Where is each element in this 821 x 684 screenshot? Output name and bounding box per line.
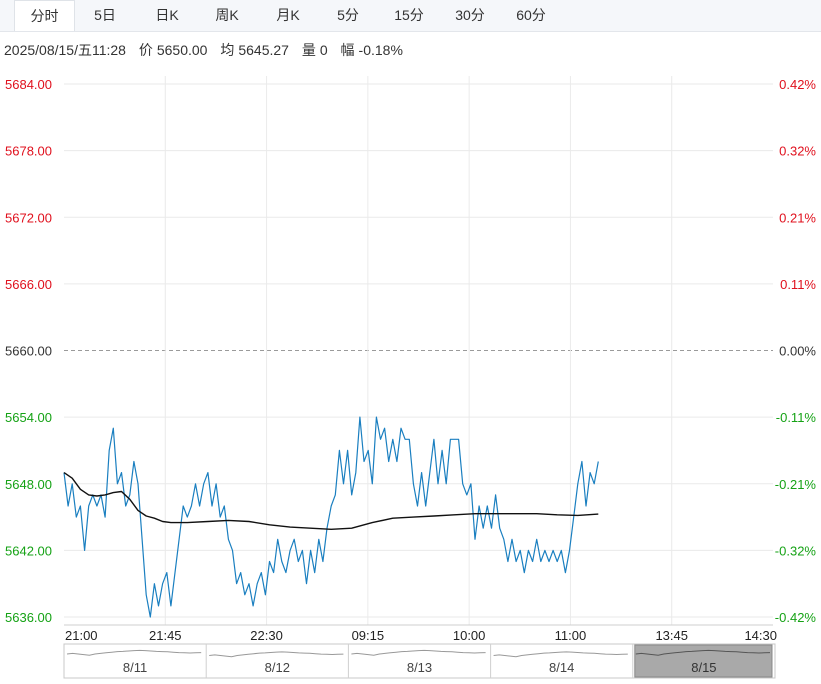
navigator-day-label[interactable]: 8/15 [691, 660, 716, 675]
tab-60-min[interactable]: 60分 [516, 7, 546, 23]
navigator-mini-line [209, 651, 344, 658]
y-tick-label: 5660.00 [5, 344, 52, 359]
y-tick-label: 5636.00 [5, 610, 52, 625]
y-axis-labels: 5684.00 5678.00 5672.00 5666.00 5660.00 5654.… [5, 77, 52, 625]
navigator-day-label[interactable]: 8/14 [549, 660, 574, 675]
y-percent-tick-label: 0.32% [779, 144, 816, 159]
chart-series [63, 416, 599, 618]
x-tick-label: 22:30 [250, 628, 283, 643]
price-value: 5650.00 [156, 42, 208, 58]
y-percent-tick-label: -0.11% [776, 410, 817, 425]
x-tick-label: 09:15 [352, 628, 385, 643]
tab-weekly-k[interactable]: 周K [215, 7, 239, 23]
y-axis-percent-labels: 0.42% 0.32% 0.21% 0.11% 0.00% -0.11% -0.21% -0.… [775, 77, 817, 625]
y-tick-label: 5642.00 [5, 543, 52, 558]
x-axis-labels: 21:00 21:45 22:30 09:15 10:00 11:00 13:45 14:30 [65, 628, 777, 643]
chart-grid [64, 76, 773, 626]
y-percent-tick-label: 0.21% [779, 210, 816, 225]
y-tick-label: 5666.00 [5, 277, 52, 292]
volume-value: 0 [319, 42, 328, 58]
navigator-mini-line [351, 649, 486, 656]
price-label: 价 [138, 42, 153, 58]
y-tick-label: 5678.00 [5, 144, 52, 159]
y-percent-tick-label: 0.11% [780, 277, 816, 292]
average-value: 5645.27 [238, 42, 289, 58]
y-percent-tick-label: 0.42% [779, 77, 816, 92]
price-line [63, 416, 599, 618]
average-label: 均 [220, 42, 235, 58]
navigator-day-label[interactable]: 8/12 [265, 660, 290, 675]
x-tick-label: 13:45 [655, 628, 688, 643]
navigator-day-label[interactable]: 8/13 [407, 660, 432, 675]
change-label: 幅 [340, 42, 355, 58]
y-percent-tick-label: -0.32% [775, 543, 817, 558]
range-navigator[interactable]: 8/11 8/12 8/13 8/14 8/15 [63, 643, 776, 679]
navigator-mini-line [493, 651, 628, 658]
volume-label: 量 [301, 42, 316, 58]
x-tick-label: 21:00 [65, 628, 98, 643]
x-tick-label: 21:45 [149, 628, 182, 643]
y-tick-label: 5648.00 [5, 477, 52, 492]
tab-5-min[interactable]: 5分 [337, 7, 359, 23]
period-tabs: 分时 5日 日K 周K 月K 5分 15分 30分 60分 [0, 0, 821, 32]
x-tick-label: 11:00 [555, 628, 587, 643]
navigator-day-label[interactable]: 8/11 [123, 660, 147, 675]
y-tick-label: 5684.00 [5, 77, 52, 92]
y-percent-tick-label: -0.42% [775, 610, 817, 625]
change-value: -0.18% [358, 42, 403, 58]
tab-monthly-k[interactable]: 月K [276, 7, 300, 23]
tab-intraday[interactable]: 分时 [14, 0, 75, 31]
navigator-mini-line [66, 649, 202, 656]
quote-datetime: 2025/08/15/五11:28 [4, 42, 126, 58]
navigator-mini-line [635, 649, 771, 656]
tab-5-day[interactable]: 5日 [94, 7, 116, 23]
x-tick-label: 10:00 [453, 628, 486, 643]
y-percent-tick-label: 0.00% [779, 344, 816, 359]
y-percent-tick-label: -0.21% [775, 477, 817, 492]
average-price-line [63, 472, 599, 530]
tab-daily-k[interactable]: 日K [155, 7, 179, 23]
y-tick-label: 5654.00 [5, 410, 52, 425]
x-tick-label: 14:30 [744, 628, 777, 643]
tab-15-min[interactable]: 15分 [394, 7, 424, 23]
tab-30-min[interactable]: 30分 [455, 7, 485, 23]
y-tick-label: 5672.00 [5, 210, 52, 225]
